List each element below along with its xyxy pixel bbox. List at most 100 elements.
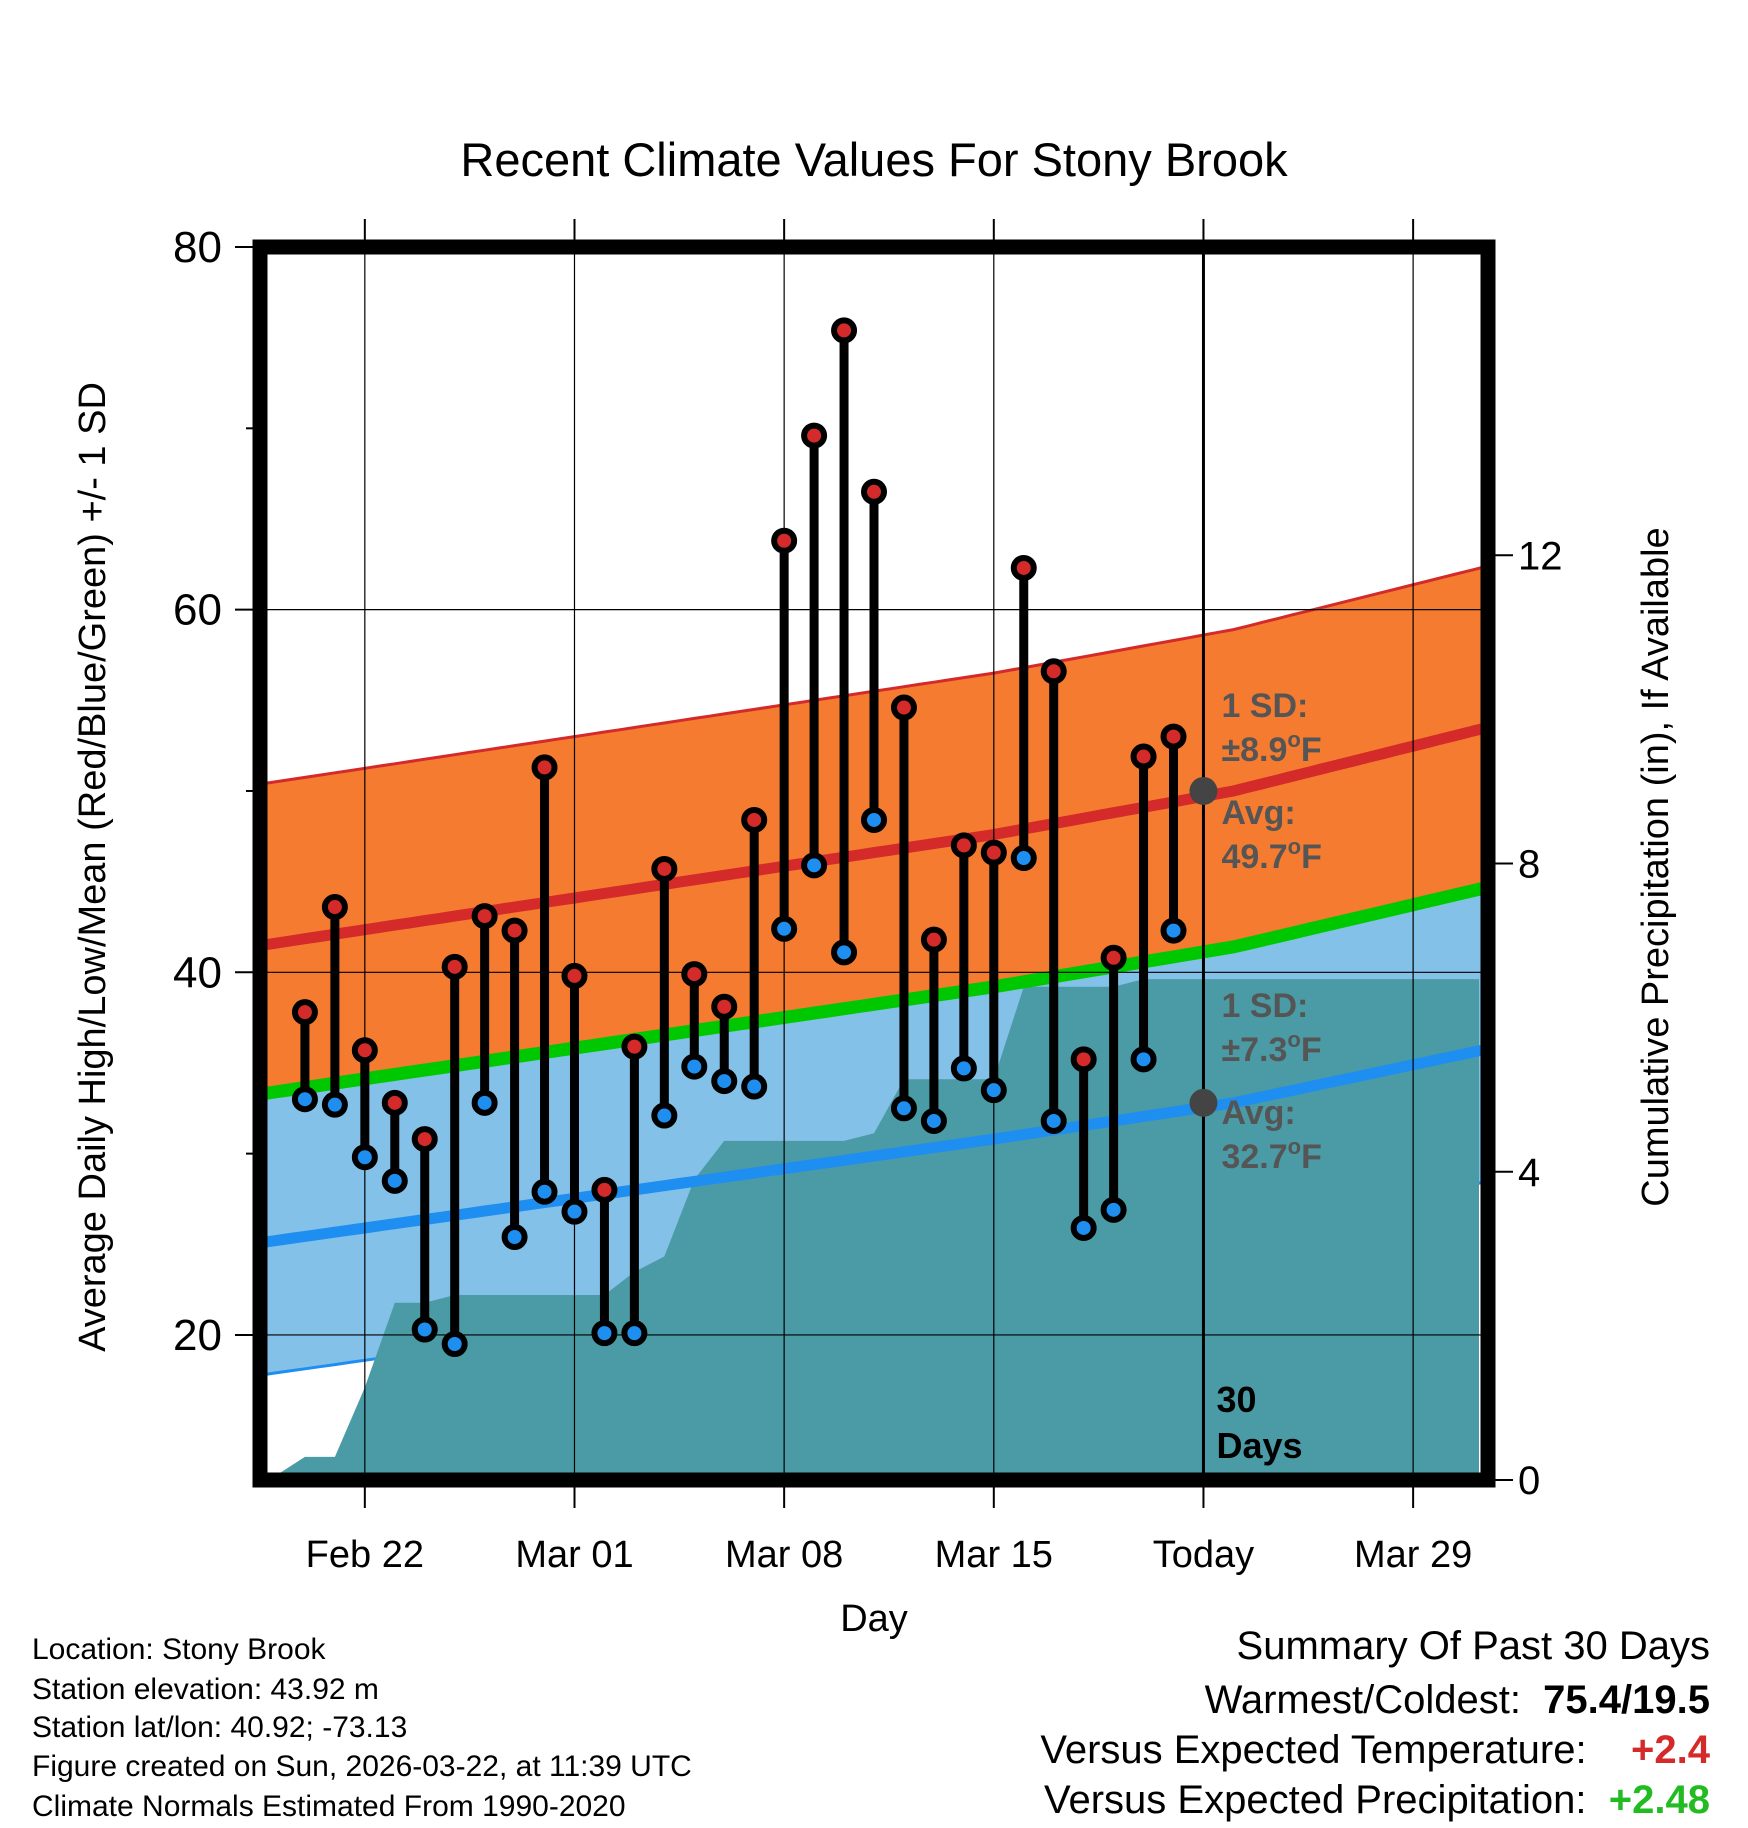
temp-label: Versus Expected Temperature: <box>1040 1728 1587 1772</box>
plot-area <box>260 247 1488 1480</box>
high-annotation-sd-value: ±8.9oF <box>1221 727 1321 769</box>
summary-heading-text: Summary Of Past 30 Days <box>1236 1624 1710 1668</box>
summary-warm-cold: Warmest/Coldest: 75.4/19.5 <box>1205 1680 1710 1720</box>
low-point <box>831 939 858 966</box>
high-point <box>890 694 917 721</box>
low-annotation-avg-degree: o <box>1288 1134 1301 1159</box>
low-point <box>1040 1107 1067 1134</box>
low-point <box>441 1331 468 1358</box>
high-point <box>711 993 738 1020</box>
high-point <box>411 1126 438 1153</box>
low-point <box>531 1178 558 1205</box>
low-point <box>501 1224 528 1251</box>
low-annotation-avg-number: 32.7 <box>1221 1138 1287 1176</box>
info-elevation: Station elevation: 43.92 m <box>32 1673 379 1706</box>
precip-value: +2.48 <box>1608 1778 1710 1822</box>
low-point <box>1100 1196 1127 1223</box>
y2-axis-title: Cumulative Precipitation (in), If Availa… <box>1635 527 1677 1206</box>
low-annotation-sd-value: ±7.3oF <box>1221 1027 1321 1069</box>
precip-label: Versus Expected Precipitation: <box>1044 1778 1587 1822</box>
y2-tick-label-3: 12 <box>1518 534 1563 578</box>
high-point <box>1160 723 1187 750</box>
precip-area <box>269 979 1479 1480</box>
high-point <box>591 1176 618 1203</box>
high-point <box>1040 658 1067 685</box>
high-point <box>980 839 1007 866</box>
high-annotation-avg-unit: F <box>1301 838 1322 876</box>
low-point <box>351 1144 378 1171</box>
high-point <box>1070 1046 1097 1073</box>
low-point <box>651 1102 678 1129</box>
low-annotation-sd-unit: F <box>1301 1031 1322 1069</box>
high-point <box>381 1089 408 1116</box>
low-point <box>861 806 887 833</box>
info-created: Figure created on Sun, 2026-03-22, at 11… <box>32 1750 692 1783</box>
y-tick-label-1: 40 <box>173 948 222 997</box>
warm-cold-label: Warmest/Coldest: <box>1204 1678 1521 1722</box>
high-annotation-sd-unit: F <box>1301 731 1322 769</box>
window-label-unit: Days <box>1216 1425 1302 1466</box>
today-high-avg-marker <box>1189 776 1218 805</box>
y2-tick-label-2: 8 <box>1518 843 1540 887</box>
window-label-number: 30 <box>1216 1379 1256 1420</box>
low-point <box>561 1198 588 1225</box>
low-annotation-avg-value: 32.7oF <box>1221 1134 1321 1176</box>
low-point <box>591 1320 618 1347</box>
low-annotation-sd-degree: o <box>1287 1027 1300 1052</box>
high-point <box>681 961 708 988</box>
low-point <box>471 1089 498 1116</box>
high-annotation-avg-value: 49.7oF <box>1221 834 1321 876</box>
low-point <box>381 1167 408 1194</box>
low-point <box>890 1095 917 1122</box>
low-point <box>291 1086 318 1113</box>
mean-avg-line <box>260 880 1488 1101</box>
high-point <box>291 999 318 1026</box>
high-annotation-sd-label: 1 SD: <box>1221 687 1308 725</box>
high-annotation-sd-degree: o <box>1287 727 1300 752</box>
high-point <box>621 1033 648 1060</box>
high-point <box>351 1037 378 1064</box>
high-point <box>861 478 887 505</box>
low-avg-line <box>260 1043 1488 1249</box>
low-point <box>801 852 828 879</box>
high-point <box>920 926 947 953</box>
y-tick-label-2: 60 <box>173 586 222 635</box>
high-point <box>561 962 588 989</box>
x-tick-label-0: Feb 22 <box>306 1534 424 1576</box>
high-point <box>831 317 858 344</box>
x-tick-label-5: Mar 29 <box>1354 1534 1472 1576</box>
high-annotation-avg-degree: o <box>1288 834 1301 859</box>
low-point <box>980 1077 1007 1104</box>
high-point <box>501 917 528 944</box>
y-tick-label-3: 80 <box>173 223 222 272</box>
x-tick-label-1: Mar 01 <box>515 1534 633 1576</box>
low-point <box>1160 917 1187 944</box>
x-tick-label-3: Mar 15 <box>935 1534 1053 1576</box>
info-normals-period: Climate Normals Estimated From 1990-2020 <box>32 1790 626 1823</box>
today-low-avg-marker <box>1189 1088 1218 1117</box>
low-point <box>771 915 798 942</box>
high-avg-line <box>260 722 1488 951</box>
low-point <box>681 1053 708 1080</box>
warm-cold-value: 75.4/19.5 <box>1543 1678 1710 1722</box>
x-tick-label-2: Mar 08 <box>725 1534 843 1576</box>
y-axis-title: Average Daily High/Low/Mean (Red/Blue/Gr… <box>72 382 114 1352</box>
y-tick-label-0: 20 <box>173 1311 222 1360</box>
info-latlon: Station lat/lon: 40.92; -73.13 <box>32 1711 408 1744</box>
low-point <box>411 1316 438 1343</box>
high-annotation-avg-number: 49.7 <box>1221 838 1287 876</box>
summary-heading: Summary Of Past 30 Days <box>1237 1626 1710 1666</box>
summary-precipitation: Versus Expected Precipitation: +2.48 <box>1044 1780 1710 1820</box>
temp-value: +2.4 <box>1631 1728 1710 1772</box>
low-point <box>1010 845 1037 872</box>
low-point <box>711 1068 738 1095</box>
high-annotation-sd-number: ±8.9 <box>1221 731 1287 769</box>
y2-tick-label-1: 4 <box>1518 1151 1540 1195</box>
high-point <box>471 903 498 930</box>
low-point <box>1070 1214 1097 1241</box>
y2-tick-label-0: 0 <box>1518 1459 1540 1503</box>
info-location: Location: Stony Brook <box>32 1633 326 1666</box>
high-annotation-avg-label: Avg: <box>1221 794 1295 832</box>
low-point <box>621 1320 648 1347</box>
x-tick-label-4: Today <box>1153 1534 1254 1576</box>
